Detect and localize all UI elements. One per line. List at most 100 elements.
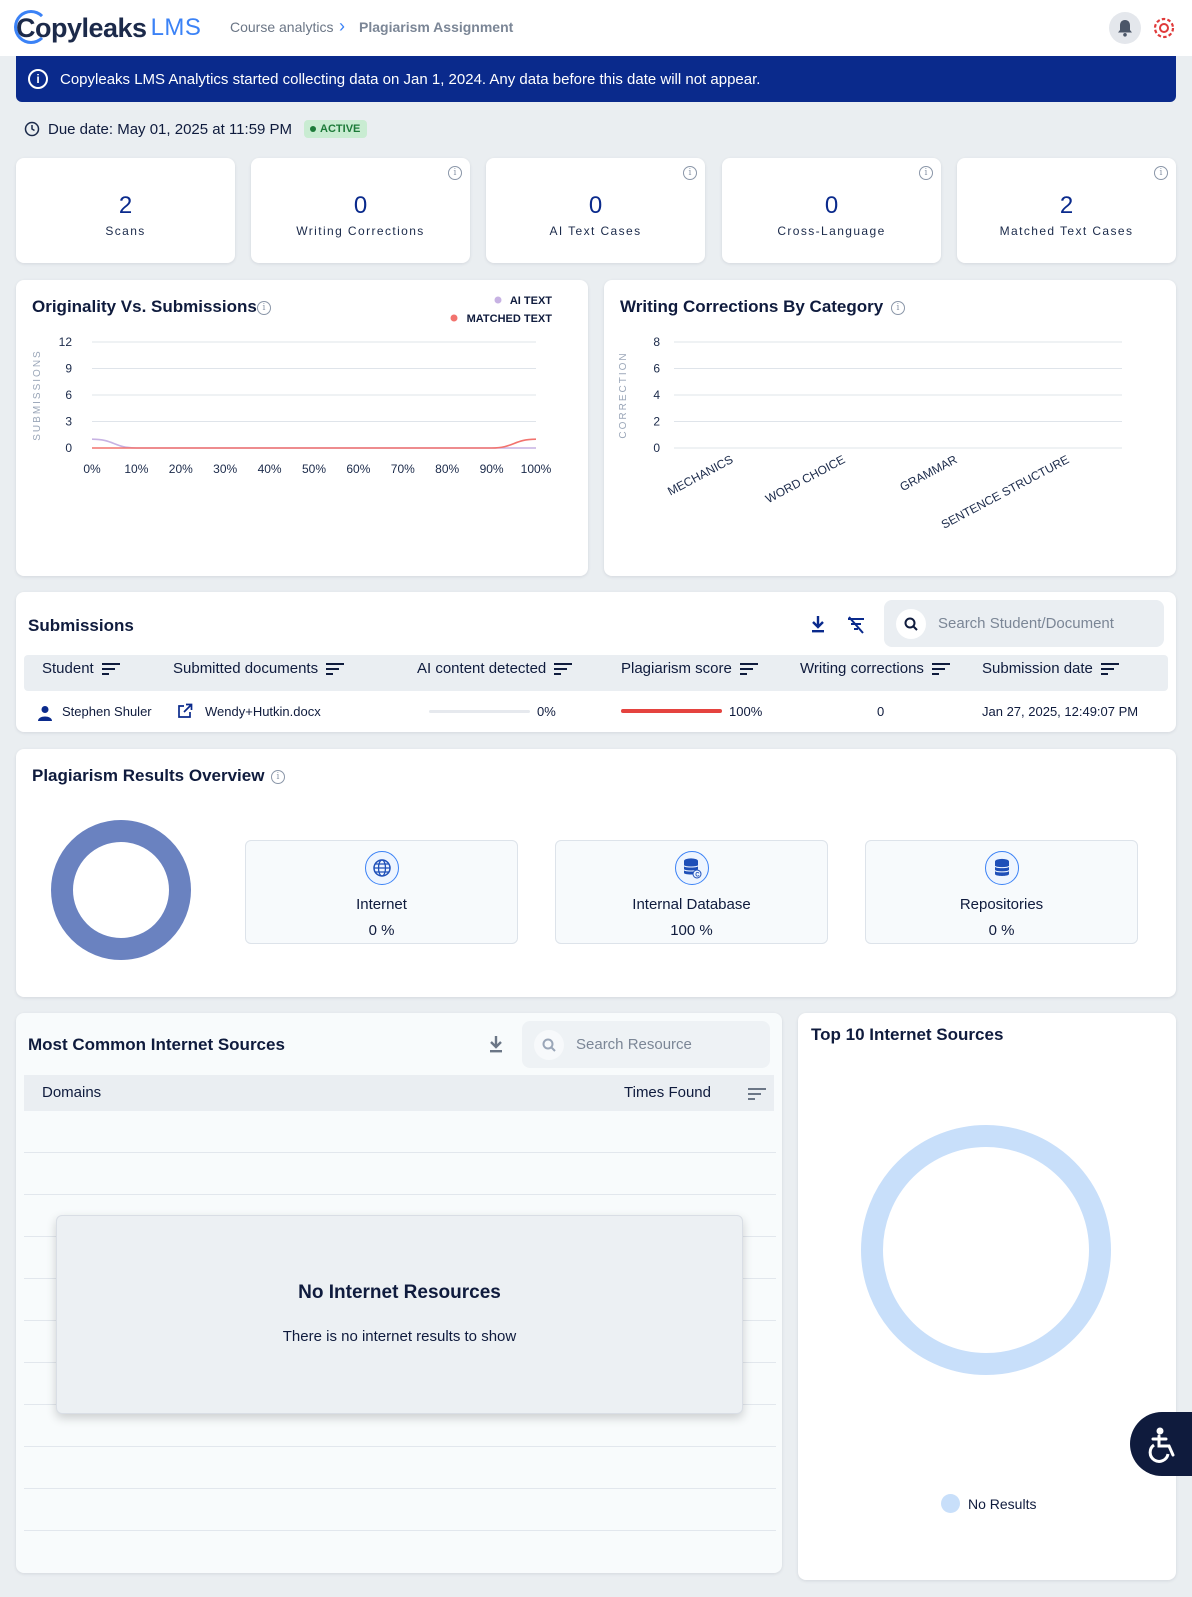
resource-search-input[interactable] xyxy=(576,1036,746,1053)
column-label: Submitted documents xyxy=(173,660,319,677)
top10-legend-label: No Results xyxy=(968,1496,1037,1512)
sort-icon[interactable] xyxy=(739,662,758,675)
originality-line-chart: 0 3 6 9 12 0% 10% 20% 30% 40% 50% 60% 70% 80% 90% 100% S… xyxy=(32,295,552,476)
database-icon: C xyxy=(675,851,709,885)
download-icon[interactable] xyxy=(807,613,829,635)
source-name: Internet xyxy=(356,896,407,913)
status-dot-icon xyxy=(310,126,317,132)
sort-icon[interactable] xyxy=(931,662,950,675)
top10-donut-chart xyxy=(861,1125,1111,1375)
sort-icon[interactable] xyxy=(748,1088,766,1100)
x-tick-label: 50% xyxy=(302,462,326,476)
document-link[interactable]: Wendy+Hutkin.docx xyxy=(205,704,321,719)
plagiarism-progress-track xyxy=(621,709,722,713)
resource-search[interactable] xyxy=(522,1021,770,1068)
y-tick-label: 4 xyxy=(653,388,660,402)
student-search-input[interactable] xyxy=(938,615,1128,632)
x-tick-label: 80% xyxy=(435,462,459,476)
source-card-repositories[interactable]: Repositories 0 % xyxy=(865,840,1138,944)
info-icon[interactable]: i xyxy=(271,770,285,784)
column-label: Student xyxy=(42,660,94,677)
column-header-submitted-documents[interactable]: Submitted documents xyxy=(173,660,345,677)
stat-value: 0 xyxy=(588,192,603,219)
info-icon[interactable]: i xyxy=(1154,166,1168,180)
accessibility-button[interactable] xyxy=(1130,1412,1192,1476)
y-tick-label: 0 xyxy=(65,441,72,455)
submission-date: Jan 27, 2025, 12:49:07 PM xyxy=(982,704,1139,719)
series-line-1 xyxy=(92,438,537,449)
y-tick-label: 6 xyxy=(65,388,72,402)
column-header-domains[interactable]: Domains xyxy=(42,1084,102,1101)
ai-percentage: 0% xyxy=(537,704,556,719)
repository-icon xyxy=(985,851,1019,885)
sort-icon[interactable] xyxy=(554,662,573,675)
info-icon[interactable]: i xyxy=(891,301,905,315)
y-tick-label: 0 xyxy=(653,441,660,455)
source-card-internet[interactable]: Internet 0 % xyxy=(245,840,518,944)
notification-bell-icon[interactable] xyxy=(1109,12,1141,44)
sort-icon[interactable] xyxy=(1100,662,1119,675)
copyleaks-logo[interactable]: Copyleaks LMS xyxy=(14,8,201,48)
stat-value: 0 xyxy=(824,192,839,219)
plagiarism-progress-fill xyxy=(621,709,722,713)
clear-filter-icon[interactable] xyxy=(845,614,867,636)
y-tick-label: 2 xyxy=(653,415,660,429)
download-icon[interactable] xyxy=(485,1033,507,1055)
corrections-bar-chart: 0 2 4 6 8 CORRECTION MECHANICS WORD CHOICE GRAMM… xyxy=(618,335,1122,532)
table-divider xyxy=(24,1194,776,1195)
info-banner: i Copyleaks LMS Analytics started collec… xyxy=(16,56,1176,102)
originality-chart-card: Originality Vs. Submissions i 0 3 6 9 12 0% 10… xyxy=(16,280,588,576)
x-tick-label: 90% xyxy=(480,462,504,476)
user-menu-icon[interactable] xyxy=(1150,14,1178,42)
student-name: Stephen Shuler xyxy=(62,704,152,719)
source-card-internal-database[interactable]: C Internal Database 100 % xyxy=(555,840,828,944)
y-tick-label: 3 xyxy=(65,415,72,429)
source-percentage: 0 % xyxy=(368,922,395,939)
column-header-times-found[interactable]: Times Found xyxy=(624,1084,711,1101)
info-icon[interactable]: i xyxy=(448,166,462,180)
stat-label: Matched Text Cases xyxy=(999,224,1134,238)
stat-label: Writing Corrections xyxy=(296,224,425,238)
clock-icon xyxy=(24,121,40,137)
due-date-row: Due date: May 01, 2025 at 11:59 PM ACTIV… xyxy=(24,120,368,138)
y-tick-label: 6 xyxy=(653,362,660,376)
stat-card-matched-text-cases: i 2 Matched Text Cases xyxy=(957,158,1176,263)
column-header-submission-date[interactable]: Submission date xyxy=(982,660,1119,677)
column-label: AI content detected xyxy=(417,660,547,677)
breadcrumb-current: Plagiarism Assignment xyxy=(359,19,514,35)
sort-icon[interactable] xyxy=(326,662,345,675)
legend-marker-matched xyxy=(450,314,458,322)
x-tick-label: 40% xyxy=(258,462,282,476)
column-label: Submission date xyxy=(982,660,1093,677)
column-label: Writing corrections xyxy=(800,660,924,677)
top10-donut-ring xyxy=(861,1125,1111,1375)
user-icon xyxy=(38,706,52,721)
column-header-ai-content[interactable]: AI content detected xyxy=(417,660,573,677)
info-icon[interactable]: i xyxy=(257,301,271,315)
column-header-student[interactable]: Student xyxy=(42,660,120,677)
stat-value: 2 xyxy=(118,192,133,219)
submissions-table-header xyxy=(24,655,1168,691)
open-external-icon[interactable] xyxy=(177,703,193,719)
overview-donut-chart xyxy=(51,820,191,960)
x-tick-label: 0% xyxy=(83,462,101,476)
info-icon[interactable]: i xyxy=(683,166,697,180)
corrections-chart-card: Writing Corrections By Category i 0 2 4 6 8 C… xyxy=(604,280,1176,576)
x-tick-label: MECHANICS xyxy=(665,452,735,498)
stat-card-cross-language: i 0 Cross-Language xyxy=(722,158,941,263)
due-date-text: Due date: May 01, 2025 at 11:59 PM xyxy=(48,120,293,138)
table-divider xyxy=(24,1530,776,1531)
legend-marker-ai xyxy=(494,296,502,304)
x-tick-label: WORD CHOICE xyxy=(763,452,847,506)
column-header-writing-corrections[interactable]: Writing corrections xyxy=(800,660,950,677)
student-search[interactable] xyxy=(884,600,1164,647)
top-bar: Copyleaks LMS Course analytics › Plagiar… xyxy=(0,0,1192,56)
info-icon[interactable]: i xyxy=(919,166,933,180)
x-tick-label: 100% xyxy=(521,462,552,476)
sort-icon[interactable] xyxy=(101,662,120,675)
breadcrumb-course-analytics[interactable]: Course analytics xyxy=(230,19,334,35)
corrections-chart-title: Writing Corrections By Category xyxy=(620,297,884,316)
column-header-plagiarism-score[interactable]: Plagiarism score xyxy=(621,660,758,677)
stat-value: 2 xyxy=(1059,192,1074,219)
wheelchair-icon xyxy=(1148,1427,1175,1463)
